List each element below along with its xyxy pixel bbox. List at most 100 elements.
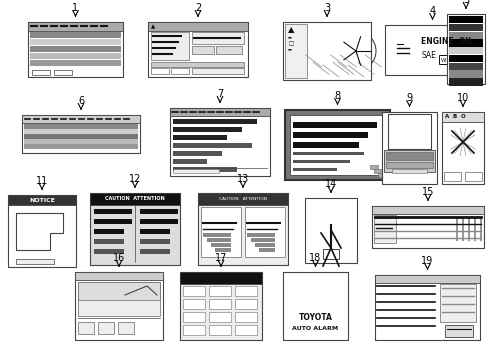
Bar (171, 68, 189, 74)
Bar (201, 207, 241, 257)
Bar (151, 32, 189, 60)
Bar (140, 229, 170, 234)
Bar (290, 115, 385, 175)
Bar (173, 143, 252, 148)
Bar (449, 32, 483, 39)
Bar (207, 238, 231, 242)
Bar (215, 248, 231, 252)
Bar (180, 272, 262, 340)
Bar (209, 325, 231, 335)
Bar (209, 299, 231, 309)
Text: CAUTION  ATTENTION: CAUTION ATTENTION (105, 197, 165, 202)
Bar (75, 272, 163, 280)
Bar (151, 62, 244, 67)
Bar (173, 127, 242, 132)
Bar (148, 22, 248, 31)
Bar (449, 47, 483, 54)
Bar (183, 325, 205, 335)
Bar (24, 129, 138, 134)
Text: AUTO ALARM: AUTO ALARM (293, 325, 339, 330)
Bar (235, 299, 257, 309)
Bar (449, 16, 483, 23)
Bar (216, 46, 242, 54)
Bar (78, 322, 94, 334)
Bar (293, 152, 364, 155)
Bar (285, 110, 390, 180)
Bar (293, 132, 368, 138)
Bar (283, 272, 348, 340)
Bar (8, 195, 76, 267)
Text: 9: 9 (406, 93, 413, 103)
Bar (90, 193, 180, 205)
Bar (449, 63, 483, 70)
Bar (385, 25, 480, 75)
Bar (247, 233, 275, 237)
Bar (259, 248, 275, 252)
Bar (78, 282, 160, 316)
Bar (32, 70, 50, 75)
Bar (449, 39, 483, 46)
Text: 17: 17 (215, 253, 227, 263)
Bar (30, 32, 121, 38)
Bar (449, 24, 483, 31)
Bar (183, 312, 205, 322)
Bar (388, 114, 431, 149)
Bar (372, 206, 484, 248)
Bar (183, 286, 205, 296)
Bar (24, 144, 138, 148)
Bar (444, 172, 461, 181)
Text: 14: 14 (325, 179, 337, 189)
Text: 7: 7 (217, 89, 223, 99)
Bar (140, 209, 178, 214)
Bar (140, 239, 170, 244)
Bar (293, 168, 337, 171)
Circle shape (314, 298, 318, 302)
Bar (148, 22, 248, 77)
Text: □: □ (288, 41, 293, 46)
Text: ▬: ▬ (288, 48, 292, 52)
Text: 1: 1 (73, 3, 78, 13)
Bar (203, 233, 231, 237)
Bar (465, 172, 482, 181)
Text: SAE: SAE (421, 50, 436, 59)
Bar (173, 135, 227, 140)
Bar (28, 22, 123, 77)
Bar (392, 169, 427, 173)
Bar (305, 198, 357, 263)
Bar (235, 312, 257, 322)
Bar (94, 229, 124, 234)
Text: ▬: ▬ (288, 36, 292, 40)
Bar (386, 152, 433, 160)
Bar (293, 142, 359, 148)
Text: 2: 2 (195, 3, 201, 13)
Bar (173, 167, 237, 172)
Bar (140, 219, 178, 224)
Bar (94, 239, 124, 244)
Bar (30, 46, 121, 52)
Bar (375, 275, 480, 340)
Text: ENGINE  OIL: ENGINE OIL (421, 36, 473, 45)
Bar (94, 249, 124, 254)
Bar (151, 68, 169, 74)
Bar (173, 169, 219, 173)
Text: 12: 12 (129, 174, 141, 184)
Bar (94, 209, 132, 214)
Text: 4: 4 (429, 6, 436, 16)
Bar (78, 282, 160, 300)
Text: 13: 13 (237, 174, 249, 184)
Bar (170, 108, 270, 116)
Bar (30, 39, 121, 45)
Text: CAUTION   ATTENTION: CAUTION ATTENTION (219, 197, 267, 201)
Bar (30, 60, 121, 66)
Bar (374, 215, 396, 243)
Bar (235, 325, 257, 335)
Bar (16, 259, 54, 264)
Text: 16: 16 (113, 253, 125, 263)
Bar (183, 299, 205, 309)
Bar (180, 272, 262, 284)
Bar (192, 46, 214, 54)
Bar (378, 173, 386, 177)
Bar (245, 207, 285, 257)
Bar (24, 124, 138, 129)
Bar (22, 115, 140, 153)
